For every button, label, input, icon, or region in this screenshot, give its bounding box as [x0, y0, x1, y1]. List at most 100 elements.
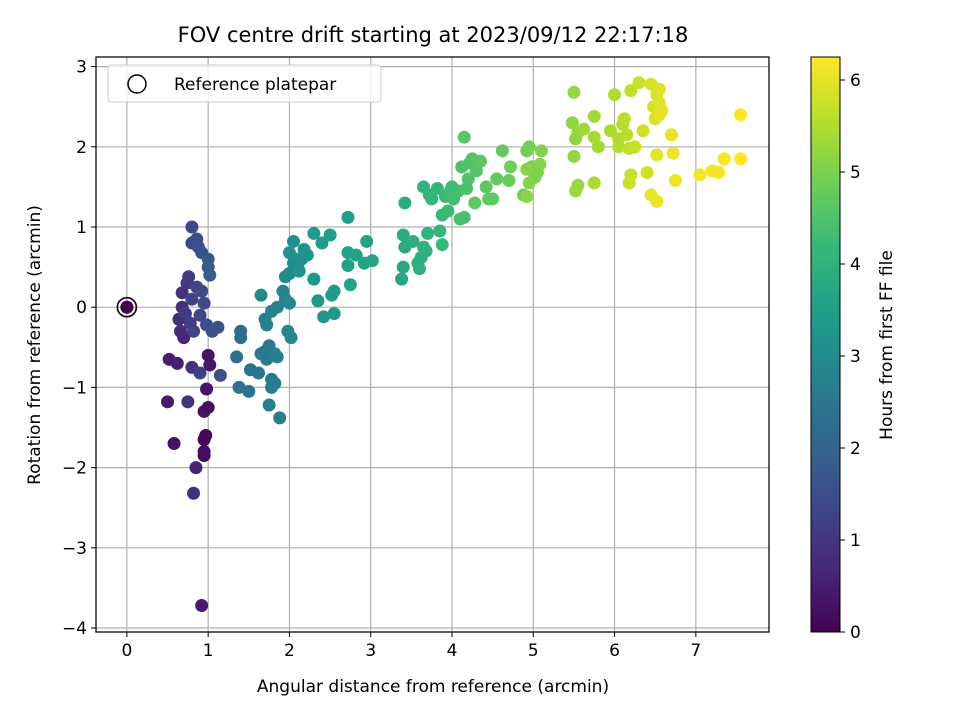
data-point [230, 350, 244, 364]
colorbar-tick-label: 1 [850, 531, 861, 551]
data-point [189, 461, 203, 475]
data-point [292, 264, 306, 278]
data-point [628, 140, 642, 154]
data-point [175, 286, 189, 300]
x-tick-label: 3 [365, 641, 376, 661]
data-point [234, 331, 248, 345]
data-point [360, 234, 374, 248]
data-point [435, 238, 449, 252]
colorbar-tick-label: 4 [850, 255, 861, 275]
data-point [193, 308, 207, 322]
y-tick-label: 2 [76, 138, 87, 158]
data-point [182, 270, 196, 284]
data-point [669, 174, 683, 188]
colorbar-ticks: 0 1 2 3 4 5 6 [840, 71, 861, 643]
y-tick-label: −1 [62, 378, 87, 398]
data-point [262, 398, 276, 412]
reference-marker [116, 296, 138, 318]
data-point [502, 174, 516, 188]
data-point [457, 210, 471, 224]
data-point [495, 144, 509, 158]
data-point [620, 128, 634, 142]
data-point [624, 168, 638, 182]
data-point [282, 296, 296, 310]
data-point [211, 320, 225, 334]
y-tick-label: 0 [76, 298, 87, 318]
data-point [260, 318, 274, 332]
colorbar-tick-label: 0 [850, 623, 861, 643]
data-point [522, 140, 536, 154]
colorbar-tick-label: 3 [850, 347, 861, 367]
data-point [421, 226, 435, 240]
data-point [624, 84, 638, 98]
data-point [717, 152, 731, 166]
x-tick-label: 6 [609, 641, 620, 661]
y-tick-label: −2 [62, 459, 87, 479]
x-tick-label: 2 [284, 641, 295, 661]
data-point [591, 140, 605, 154]
data-point [187, 486, 201, 500]
data-point [273, 411, 287, 425]
data-point [323, 228, 337, 242]
reference-point [116, 296, 138, 318]
data-point [282, 246, 296, 260]
data-point [612, 140, 626, 154]
data-point [468, 196, 482, 210]
data-point [265, 380, 279, 394]
data-points [120, 76, 748, 613]
data-point [242, 384, 256, 398]
data-point [396, 228, 410, 242]
data-point [201, 348, 215, 362]
reference-data-point [120, 300, 134, 314]
data-point [315, 236, 329, 250]
data-point [652, 82, 666, 96]
data-point [270, 300, 284, 314]
data-point [604, 124, 618, 138]
legend-entry: Reference platepar [174, 75, 336, 95]
colorbar-tick-label: 6 [850, 71, 861, 91]
x-tick-label: 5 [528, 641, 539, 661]
data-point [284, 331, 298, 345]
data-point [167, 437, 181, 451]
data-point [520, 190, 534, 204]
data-point [460, 182, 474, 196]
legend-box [107, 64, 382, 103]
data-point [734, 152, 748, 166]
data-point [187, 324, 201, 338]
data-point [317, 310, 331, 324]
data-point [419, 244, 433, 258]
data-point [349, 248, 363, 262]
data-point [617, 112, 631, 126]
x-axis-label: Angular distance from reference (arcmin) [257, 677, 609, 697]
data-point [425, 192, 439, 206]
data-point [533, 157, 547, 171]
data-point [479, 180, 493, 194]
data-point [193, 366, 207, 380]
data-point [693, 168, 707, 182]
x-axis-ticks: 0 1 2 3 4 5 6 7 [121, 632, 701, 661]
data-point [327, 307, 341, 321]
data-point [254, 288, 268, 302]
x-tick-label: 7 [690, 641, 701, 661]
data-point [587, 109, 601, 123]
data-point [636, 124, 650, 138]
data-point [640, 165, 654, 179]
data-point [325, 288, 339, 302]
data-point [197, 296, 211, 310]
x-tick-label: 4 [447, 641, 458, 661]
data-point [201, 400, 215, 414]
y-tick-label: −4 [62, 619, 87, 639]
colorbar: 0 1 2 3 4 5 6 Hours from first FF file [810, 56, 897, 643]
data-point [433, 224, 447, 238]
data-point [441, 204, 455, 218]
data-point [412, 262, 426, 276]
y-axis-label: Rotation from reference (arcmin) [25, 205, 45, 485]
data-point [300, 248, 314, 262]
colorbar-tick-label: 2 [850, 439, 861, 459]
y-tick-label: 3 [76, 58, 87, 78]
data-point [712, 165, 726, 179]
x-tick-label: 1 [203, 641, 214, 661]
chart-title: FOV centre drift starting at 2023/09/12 … [178, 23, 689, 47]
data-point [161, 395, 175, 409]
